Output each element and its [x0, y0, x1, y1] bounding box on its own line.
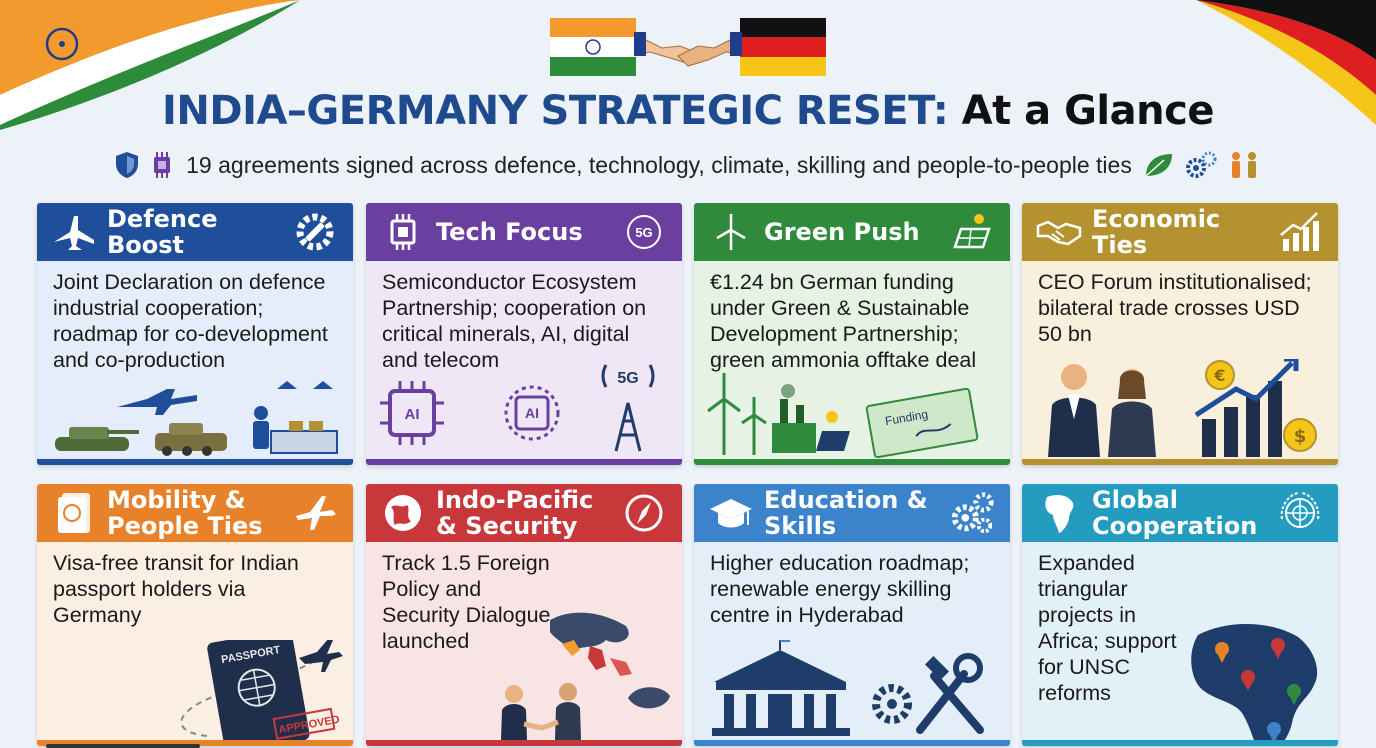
un-emblem-icon: [1280, 492, 1320, 528]
indo-pacific-illustration: [501, 612, 670, 740]
defence-illustration: [55, 381, 338, 456]
card-defence-boost: Defence Boost Joint Declaration on defen…: [37, 203, 353, 465]
fighter-jet-icon: [54, 216, 94, 250]
wind-turbine-icon: [716, 214, 746, 250]
green-illustration: Funding: [707, 373, 979, 459]
card-text: Track 1.5 Foreign Policy and Security Di…: [382, 551, 551, 653]
leaf-icon: [1145, 154, 1172, 177]
card-text: €1.24 bn German funding under Green & Su…: [710, 270, 977, 372]
india-germany-handshake-flags: [550, 18, 826, 76]
gears-icon: [951, 492, 994, 534]
card-text: Expanded triangular projects in Africa; …: [1038, 551, 1177, 705]
compass-icon: [625, 494, 663, 532]
card-title: Indo-Pacific & Security: [436, 486, 594, 540]
card-green-push: Green Push €1.24 bn German funding under…: [694, 203, 1010, 465]
card-title: Defence Boost: [107, 205, 218, 259]
card-title: Mobility & People Ties: [107, 486, 263, 540]
card-title: Green Push: [764, 218, 920, 246]
svg-text:$: $: [1294, 426, 1307, 447]
africa-icon: [1045, 495, 1074, 533]
card-education-skills: Education & Skills Higher education road…: [694, 484, 1010, 746]
title-main: INDIA–GERMANY STRATEGIC RESET:: [162, 88, 949, 134]
title-sub: At a Glance: [961, 88, 1215, 134]
5g-badge-text: 5G: [635, 225, 652, 240]
ai-label-1: AI: [405, 406, 420, 423]
chip-icon: [390, 214, 416, 250]
growth-chart-icon: [1280, 212, 1319, 251]
5g-icon: 5G: [627, 215, 661, 249]
svg-text:€: €: [1213, 366, 1225, 385]
card-global-cooperation: Global Cooperation Expanded triangular p…: [1022, 484, 1338, 746]
card-tech-focus: Tech Focus 5G Semiconductor Ecosystem Pa…: [366, 203, 682, 465]
gears-icon: [1185, 151, 1217, 178]
card-text: Joint Declaration on defence industrial …: [53, 270, 328, 372]
card-title: Tech Focus: [436, 218, 583, 246]
subtitle-row: 19 agreements signed across defence, tec…: [0, 150, 1376, 180]
ai-label-2: AI: [525, 405, 539, 421]
shield-icon: [116, 152, 139, 178]
solar-panel-icon: [953, 214, 991, 249]
footer-bar: [46, 744, 200, 748]
tech-illustration: AI AI 5G: [380, 364, 655, 452]
card-title: Education & Skills: [764, 486, 928, 540]
card-text: Visa-free transit for Indian passport ho…: [53, 551, 299, 627]
page-title: INDIA–GERMANY STRATEGIC RESET: At a Glan…: [0, 88, 1376, 134]
card-title: Economic Ties: [1092, 205, 1221, 259]
gear-wrench-icon: [296, 213, 334, 251]
graduation-cap-icon: [710, 499, 752, 528]
handshake-icon: [1036, 220, 1082, 246]
card-mobility-people-ties: Mobility & People Ties Visa-free transit…: [37, 484, 353, 746]
mobility-illustration: PASSPORT APPROVED: [180, 640, 343, 740]
card-text: Semiconductor Ecosystem Partnership; coo…: [382, 270, 647, 372]
economic-illustration: € $: [1048, 359, 1317, 457]
card-text: Higher education roadmap; renewable ener…: [710, 551, 970, 627]
people-icon: [1231, 152, 1256, 178]
education-illustration: [712, 640, 984, 736]
5g-tower-label: 5G: [617, 370, 638, 387]
africa-map-illustration: [1191, 623, 1318, 740]
card-indo-pacific-security: Indo-Pacific & Security Track 1.5 Foreig…: [366, 484, 682, 746]
card-title: Global Cooperation: [1092, 486, 1258, 540]
subtitle-text: 19 agreements signed across defence, tec…: [186, 151, 1132, 178]
passport-icon: [58, 493, 90, 533]
card-economic-ties: Economic Ties CEO Forum institutionalise…: [1022, 203, 1338, 465]
airplane-icon: [296, 496, 336, 530]
globe-icon: [385, 495, 421, 531]
chip-icon: [154, 152, 171, 178]
card-text: CEO Forum institutionalised; bilateral t…: [1038, 270, 1312, 346]
